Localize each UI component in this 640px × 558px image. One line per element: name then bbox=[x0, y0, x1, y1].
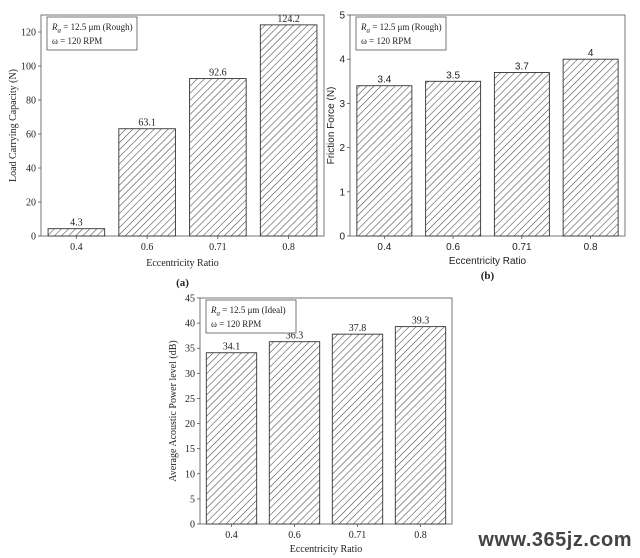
bar-0.4 bbox=[47, 228, 106, 237]
legend-line-2: ω = 120 RPM bbox=[361, 36, 411, 46]
bar-0.71 bbox=[189, 78, 247, 237]
y-tick-label: 20 bbox=[26, 198, 36, 209]
x-tick-label: 0.8 bbox=[282, 242, 295, 253]
bar-0.8 bbox=[562, 58, 619, 237]
y-tick-label: 15 bbox=[185, 444, 195, 455]
y-tick-label: 3 bbox=[339, 99, 345, 110]
bar-0.71 bbox=[493, 72, 550, 237]
legend-box bbox=[205, 299, 297, 334]
x-tick-label: 0.6 bbox=[446, 242, 460, 253]
x-tick-label: 0.4 bbox=[377, 242, 391, 253]
x-tick-label: 0.71 bbox=[512, 242, 532, 253]
bar-0.4 bbox=[356, 85, 413, 237]
data-label: 3.5 bbox=[446, 70, 460, 81]
y-tick-label: 5 bbox=[190, 494, 195, 505]
y-tick-label: 45 bbox=[185, 294, 195, 305]
y-tick-label: 40 bbox=[185, 319, 195, 330]
bar-0.8 bbox=[259, 24, 318, 237]
y-tick-label: 100 bbox=[21, 62, 36, 73]
x-tick-label: 0.71 bbox=[209, 242, 227, 253]
data-label: 3.7 bbox=[515, 61, 529, 72]
x-tick-label: 0.8 bbox=[584, 242, 598, 253]
data-label: 39.3 bbox=[412, 316, 430, 327]
x-axis-label: Eccentricity Ratio bbox=[146, 258, 218, 269]
y-tick-label: 80 bbox=[26, 96, 36, 107]
y-tick-label: 1 bbox=[339, 187, 345, 198]
panel-label: (a) bbox=[176, 277, 189, 289]
data-label: 92.6 bbox=[209, 68, 227, 79]
y-tick-label: 30 bbox=[185, 369, 195, 380]
data-label: 124.2 bbox=[277, 14, 300, 25]
legend-line-1: Ra = 12.5 μm (Rough) bbox=[51, 22, 133, 35]
y-tick-label: 10 bbox=[185, 469, 195, 480]
data-label: 36.3 bbox=[286, 331, 304, 342]
y-axis-label: Average Acoustic Power level (dB) bbox=[168, 340, 179, 481]
data-label: 34.1 bbox=[223, 342, 241, 353]
data-label: 3.4 bbox=[377, 75, 391, 86]
y-tick-label: 0 bbox=[339, 232, 345, 243]
y-axis-label: Load Carrying Capacity (N) bbox=[8, 69, 19, 182]
y-tick-label: 0 bbox=[190, 520, 195, 531]
legend-line-1: Ra = 12.5 μm (Ideal) bbox=[210, 305, 286, 318]
bar-0.6 bbox=[268, 341, 321, 525]
plot-frame bbox=[199, 297, 453, 525]
bar-0.71 bbox=[331, 333, 384, 525]
panel-label: (b) bbox=[481, 270, 495, 282]
y-tick-label: 5 bbox=[339, 11, 345, 22]
chart-2: 0 1 2 3 4 5 3.4 0.4 3.5 0.6 3.7 0.71 4 0.8 Eccentricit… bbox=[326, 11, 626, 282]
x-tick-label: 0.4 bbox=[70, 242, 83, 253]
bar-0.4 bbox=[205, 352, 258, 525]
y-tick-label: 0 bbox=[31, 232, 36, 243]
x-tick-label: 0.8 bbox=[414, 530, 427, 541]
chart-1: 0 20 40 60 80 100 120 4.3 0.4 63.1 0.6 92.6 0.71 124.… bbox=[8, 14, 325, 289]
legend-line-2: ω = 120 RPM bbox=[52, 36, 102, 46]
legend-box bbox=[46, 16, 138, 51]
y-tick-label: 60 bbox=[26, 130, 36, 141]
y-tick-label: 120 bbox=[21, 28, 36, 39]
y-tick-label: 25 bbox=[185, 394, 195, 405]
x-tick-label: 0.4 bbox=[225, 530, 238, 541]
legend-box bbox=[355, 16, 447, 51]
legend-line-1: Ra = 12.5 μm (Rough) bbox=[360, 22, 442, 35]
x-tick-label: 0.6 bbox=[141, 242, 154, 253]
y-tick-label: 40 bbox=[26, 164, 36, 175]
data-label: 4 bbox=[588, 48, 594, 59]
data-label: 4.3 bbox=[70, 218, 83, 229]
x-tick-label: 0.6 bbox=[288, 530, 301, 541]
chart-3: 0 5 10 15 20 25 30 35 40 45 34.1 0.4 36.3 0.6 37.8 0.71… bbox=[168, 294, 453, 555]
legend-line-2: ω = 120 RPM bbox=[211, 319, 261, 329]
bar-0.6 bbox=[425, 80, 482, 237]
x-axis-label: Eccentricity Ratio bbox=[290, 544, 362, 555]
data-label: 63.1 bbox=[138, 118, 156, 129]
x-tick-label: 0.71 bbox=[349, 530, 367, 541]
x-axis-label: Eccentricity Ratio bbox=[449, 256, 527, 267]
y-tick-label: 4 bbox=[339, 55, 345, 66]
plot-frame bbox=[40, 14, 325, 237]
plot-frame bbox=[349, 14, 626, 237]
data-label: 37.8 bbox=[349, 323, 367, 334]
watermark-text: www.365jz.com bbox=[478, 529, 632, 551]
bar-0.8 bbox=[394, 326, 447, 525]
bar-0.6 bbox=[118, 128, 176, 237]
y-axis-label: Friction Force (N) bbox=[326, 87, 337, 165]
y-tick-label: 20 bbox=[185, 419, 195, 430]
y-tick-label: 35 bbox=[185, 344, 195, 355]
y-tick-label: 2 bbox=[339, 143, 345, 154]
